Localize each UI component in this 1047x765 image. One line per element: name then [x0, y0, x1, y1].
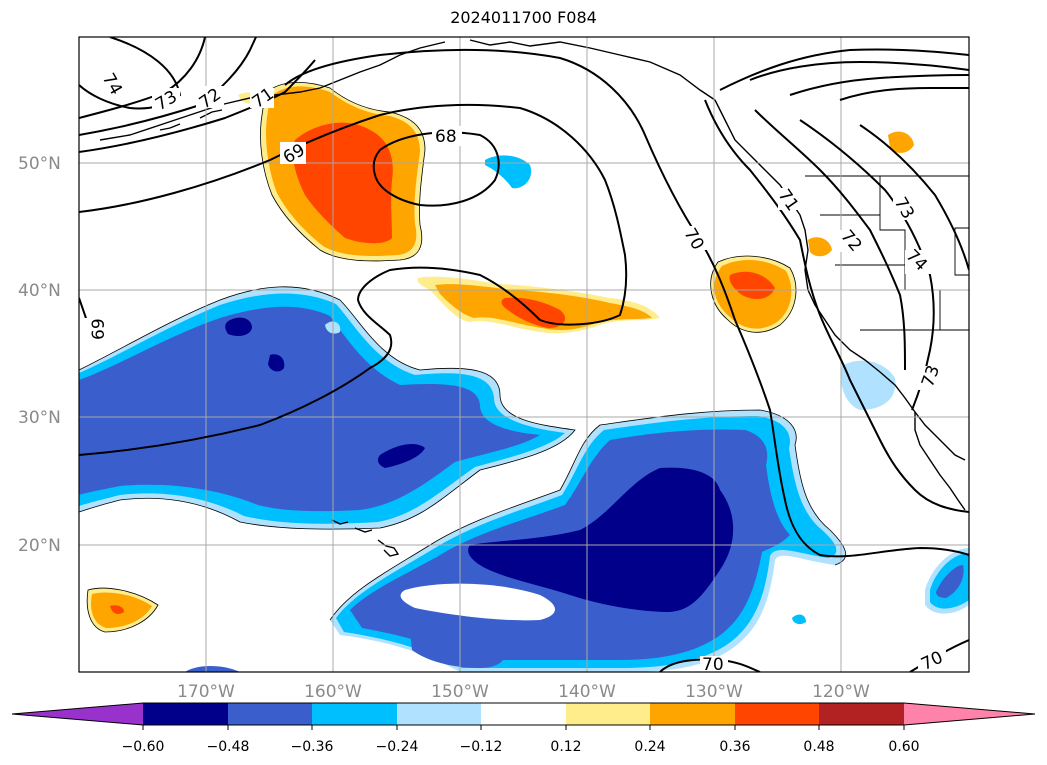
contour-label: 68: [435, 127, 457, 147]
colorbar-tick-label: 0.60: [888, 739, 919, 755]
longitude-labels: 170°W 160°W 150°W 140°W 130°W 120°W: [177, 682, 870, 702]
blue-field-west-dark-2: [268, 354, 285, 372]
lon-label: 150°W: [431, 682, 489, 702]
colorbar-tick-label: −0.24: [376, 739, 419, 755]
colorbar-tick-label: 0.24: [634, 739, 665, 755]
orange-field-small-ne: [888, 131, 914, 153]
blue-field-small-se: [795, 518, 813, 534]
map-content: 74 73 72 71 69 68 70 69 71 72: [79, 37, 969, 675]
colorbar-tick-label: 0.36: [719, 739, 750, 755]
blue-field-west-royal: [79, 306, 540, 512]
lat-label: 20°N: [18, 536, 61, 556]
colorbar-ticks: [142, 725, 905, 730]
colorbar-segment: [566, 703, 650, 725]
colorbar-segment: [143, 703, 228, 725]
colorbar-arrow-right: [904, 703, 1035, 725]
orange-field-small-coast: [808, 237, 832, 257]
colorbar-segment: [650, 703, 735, 725]
blue-field-west-dark-3: [377, 444, 425, 468]
colorbar-segment: [819, 703, 904, 725]
political-borders: [805, 175, 969, 331]
blue-field-south-sw: [410, 627, 507, 668]
blue-field-west-dark-1: [225, 317, 252, 336]
blue-field-north-small: [485, 155, 532, 189]
colorbar-tick-label: −0.60: [122, 739, 165, 755]
map-title: 2024011700 F084: [450, 8, 597, 27]
lon-label: 170°W: [177, 682, 235, 702]
orange-field-sw-red: [110, 605, 124, 614]
colorbar-segment: [228, 703, 312, 725]
lon-label: 160°W: [304, 682, 362, 702]
lat-label: 50°N: [18, 154, 61, 174]
lon-label: 130°W: [685, 682, 743, 702]
lon-label: 140°W: [558, 682, 616, 702]
colorbar-tick-label: 0.48: [803, 739, 834, 755]
map-frame: [78, 36, 970, 673]
lon-label: 120°W: [812, 682, 870, 702]
blue-field-south-light-hole: [400, 583, 555, 621]
lat-label: 40°N: [18, 281, 61, 301]
blue-field-south-dark: [468, 467, 734, 612]
orange-field-ec-red: [729, 271, 775, 300]
shading-outlines: [79, 82, 847, 633]
orange-field-nw-red: [293, 122, 393, 244]
colorbar-tick-label: −0.12: [460, 739, 503, 755]
blue-field-south-bottom: [185, 665, 240, 672]
coastlines: [99, 39, 966, 557]
lat-label: 30°N: [18, 408, 61, 428]
contour-labels: 74 73 72 71 69 68 70 69 71 72: [84, 70, 946, 675]
blue-field-small-coast: [792, 614, 806, 625]
colorbar-tick-label: −0.36: [291, 739, 334, 755]
colorbar-tick-label: 0.12: [550, 739, 581, 755]
contour-label: 70: [702, 655, 724, 675]
colorbar-segment: [312, 703, 397, 725]
latitude-labels: 50°N 40°N 30°N 20°N: [18, 154, 61, 556]
colorbar-arrow-left: [12, 703, 143, 725]
colorbar-segment: [397, 703, 481, 725]
contour-label: 69: [89, 318, 109, 340]
colorbar-segment: [735, 703, 819, 725]
blue-field-se-royal: [936, 565, 964, 598]
colorbar-segment: [481, 703, 566, 725]
colorbar-tick-label: −0.48: [207, 739, 250, 755]
colorbar: −0.60 −0.48 −0.36 −0.24 −0.12 0.12 0.24 …: [11, 702, 1036, 755]
